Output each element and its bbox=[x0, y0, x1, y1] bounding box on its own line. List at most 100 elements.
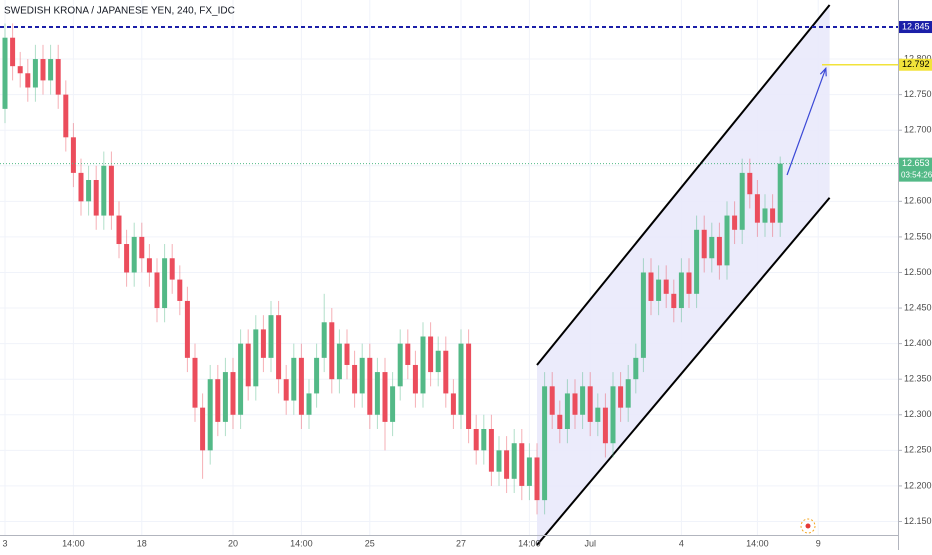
candle-body bbox=[283, 379, 289, 401]
candle-body bbox=[222, 372, 228, 422]
candle-body bbox=[359, 357, 365, 394]
candle-body bbox=[450, 393, 456, 415]
candle-body bbox=[724, 215, 730, 266]
candle-body bbox=[747, 172, 753, 195]
candle-body bbox=[154, 272, 160, 309]
candle-body bbox=[504, 450, 510, 479]
candle-body bbox=[101, 165, 107, 216]
x-tick-label: 20 bbox=[228, 538, 238, 548]
candle-body bbox=[625, 379, 631, 408]
candle-body bbox=[131, 236, 137, 273]
candle-body bbox=[420, 336, 426, 394]
last-price-label: 12.653 bbox=[902, 158, 930, 168]
y-tick-label: 12.150 bbox=[904, 516, 932, 526]
candle-body bbox=[139, 236, 145, 259]
candle-body bbox=[633, 357, 639, 380]
candle-body bbox=[443, 350, 449, 394]
candle-body bbox=[435, 350, 441, 373]
y-tick-label: 12.250 bbox=[904, 445, 932, 455]
candle-body bbox=[40, 59, 46, 81]
candle-body bbox=[314, 357, 320, 394]
candle-body bbox=[86, 179, 92, 202]
candle-body bbox=[678, 272, 684, 309]
candle-body bbox=[329, 322, 335, 380]
candle-body bbox=[587, 386, 593, 422]
y-tick-label: 12.400 bbox=[904, 338, 932, 348]
candle-body bbox=[466, 343, 472, 429]
y-tick-label: 12.450 bbox=[904, 302, 932, 312]
x-tick-label: 14:00 bbox=[62, 538, 85, 548]
candle-body bbox=[473, 428, 479, 451]
chart-title: SWEDISH KRONA / JAPANESE YEN, 240, FX_ID… bbox=[4, 6, 235, 17]
overlay bbox=[0, 26, 898, 176]
y-tick-label: 12.800 bbox=[904, 53, 932, 63]
candle-body bbox=[701, 229, 707, 259]
candle-body bbox=[276, 315, 282, 380]
candle-body bbox=[344, 343, 350, 365]
candle-body bbox=[397, 343, 403, 387]
y-tick-label: 12.550 bbox=[904, 231, 932, 241]
candle-body bbox=[663, 279, 669, 294]
candle-body bbox=[770, 208, 776, 223]
candle-body bbox=[709, 236, 715, 259]
y-tick-label: 12.300 bbox=[904, 409, 932, 419]
candle-body bbox=[382, 372, 388, 422]
candle-body bbox=[93, 179, 99, 216]
candle-body bbox=[557, 414, 563, 429]
candle-body bbox=[458, 343, 464, 415]
y-tick-label: 12.500 bbox=[904, 267, 932, 277]
candle-body bbox=[146, 258, 152, 273]
y-tick-label: 12.200 bbox=[904, 480, 932, 490]
candle-body bbox=[754, 194, 760, 223]
x-tick-label: 27 bbox=[456, 538, 466, 548]
candle-body bbox=[580, 386, 586, 415]
candle-body bbox=[321, 322, 327, 358]
candle-body bbox=[686, 272, 692, 294]
candle-body bbox=[245, 343, 251, 387]
candle-body bbox=[291, 357, 297, 401]
candle-body bbox=[268, 315, 274, 358]
candle-body bbox=[200, 407, 206, 451]
candle-body bbox=[207, 379, 213, 451]
x-tick-label: 4 bbox=[679, 538, 684, 548]
candle-body bbox=[367, 357, 373, 415]
candle-body bbox=[55, 59, 61, 95]
candle-body bbox=[694, 229, 700, 294]
candle-body bbox=[405, 343, 411, 365]
event-icon[interactable] bbox=[800, 518, 816, 534]
candle-body bbox=[519, 443, 525, 486]
x-tick-label: 25 bbox=[365, 538, 375, 548]
candle-body bbox=[481, 428, 487, 451]
candle-body bbox=[716, 236, 722, 266]
candle-body bbox=[238, 343, 244, 415]
candle-body bbox=[2, 37, 8, 109]
candle-body bbox=[298, 357, 304, 415]
price-tag bbox=[899, 21, 932, 34]
candle-body bbox=[25, 73, 31, 88]
candle-body bbox=[542, 386, 548, 501]
candle-body bbox=[762, 208, 768, 223]
price-tag-label: 12.792 bbox=[902, 59, 930, 69]
x-tick-label: 14:00 bbox=[518, 538, 541, 548]
candle-body bbox=[488, 428, 494, 472]
x-tick-label: 3 bbox=[2, 538, 7, 548]
candle-body bbox=[78, 172, 84, 202]
candle-body bbox=[260, 329, 266, 358]
candle-body bbox=[549, 386, 555, 415]
candle-body bbox=[496, 450, 502, 472]
candle-body bbox=[177, 279, 183, 301]
candle-body bbox=[412, 364, 418, 394]
candle-body bbox=[648, 272, 654, 301]
y-tick-label: 12.700 bbox=[904, 125, 932, 135]
arrow-head bbox=[819, 66, 827, 77]
candle-body bbox=[618, 386, 624, 408]
candle-body bbox=[108, 165, 114, 216]
event-icon-dot bbox=[805, 523, 811, 529]
price-axis: 12.150 12.200 12.250 12.300 12.350 12.400 12.4… bbox=[898, 21, 932, 526]
candle-body bbox=[192, 357, 198, 408]
candle-body bbox=[10, 37, 16, 67]
price-tag bbox=[899, 58, 932, 71]
candle-body bbox=[336, 343, 342, 380]
candle-body bbox=[534, 457, 540, 501]
